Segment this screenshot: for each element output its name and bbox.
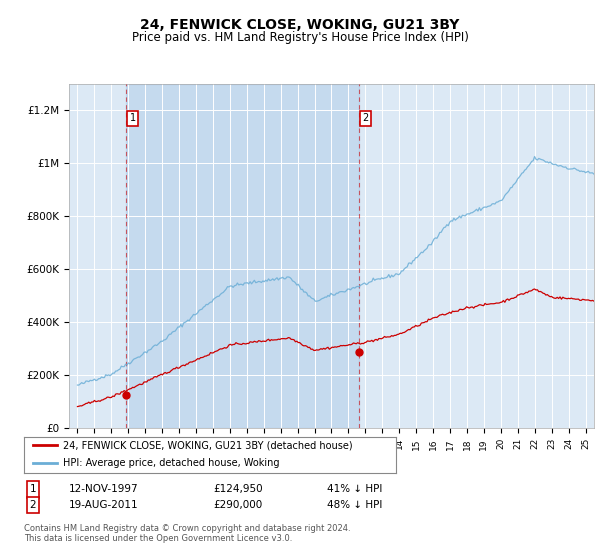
Text: HPI: Average price, detached house, Woking: HPI: Average price, detached house, Woki…: [63, 459, 280, 468]
Text: 24, FENWICK CLOSE, WOKING, GU21 3BY (detached house): 24, FENWICK CLOSE, WOKING, GU21 3BY (det…: [63, 440, 353, 450]
Text: £290,000: £290,000: [213, 500, 262, 510]
Text: Contains HM Land Registry data © Crown copyright and database right 2024.
This d: Contains HM Land Registry data © Crown c…: [24, 524, 350, 543]
Text: 48% ↓ HPI: 48% ↓ HPI: [327, 500, 382, 510]
Text: Price paid vs. HM Land Registry's House Price Index (HPI): Price paid vs. HM Land Registry's House …: [131, 31, 469, 44]
Text: 2: 2: [362, 114, 369, 123]
Text: 41% ↓ HPI: 41% ↓ HPI: [327, 484, 382, 494]
Text: 2: 2: [29, 500, 37, 510]
Text: 1: 1: [130, 114, 136, 123]
Text: 1: 1: [29, 484, 37, 494]
Text: 24, FENWICK CLOSE, WOKING, GU21 3BY: 24, FENWICK CLOSE, WOKING, GU21 3BY: [140, 18, 460, 32]
Bar: [126, 84, 359, 428]
Text: £124,950: £124,950: [213, 484, 263, 494]
Text: 19-AUG-2011: 19-AUG-2011: [69, 500, 139, 510]
Text: 12-NOV-1997: 12-NOV-1997: [69, 484, 139, 494]
